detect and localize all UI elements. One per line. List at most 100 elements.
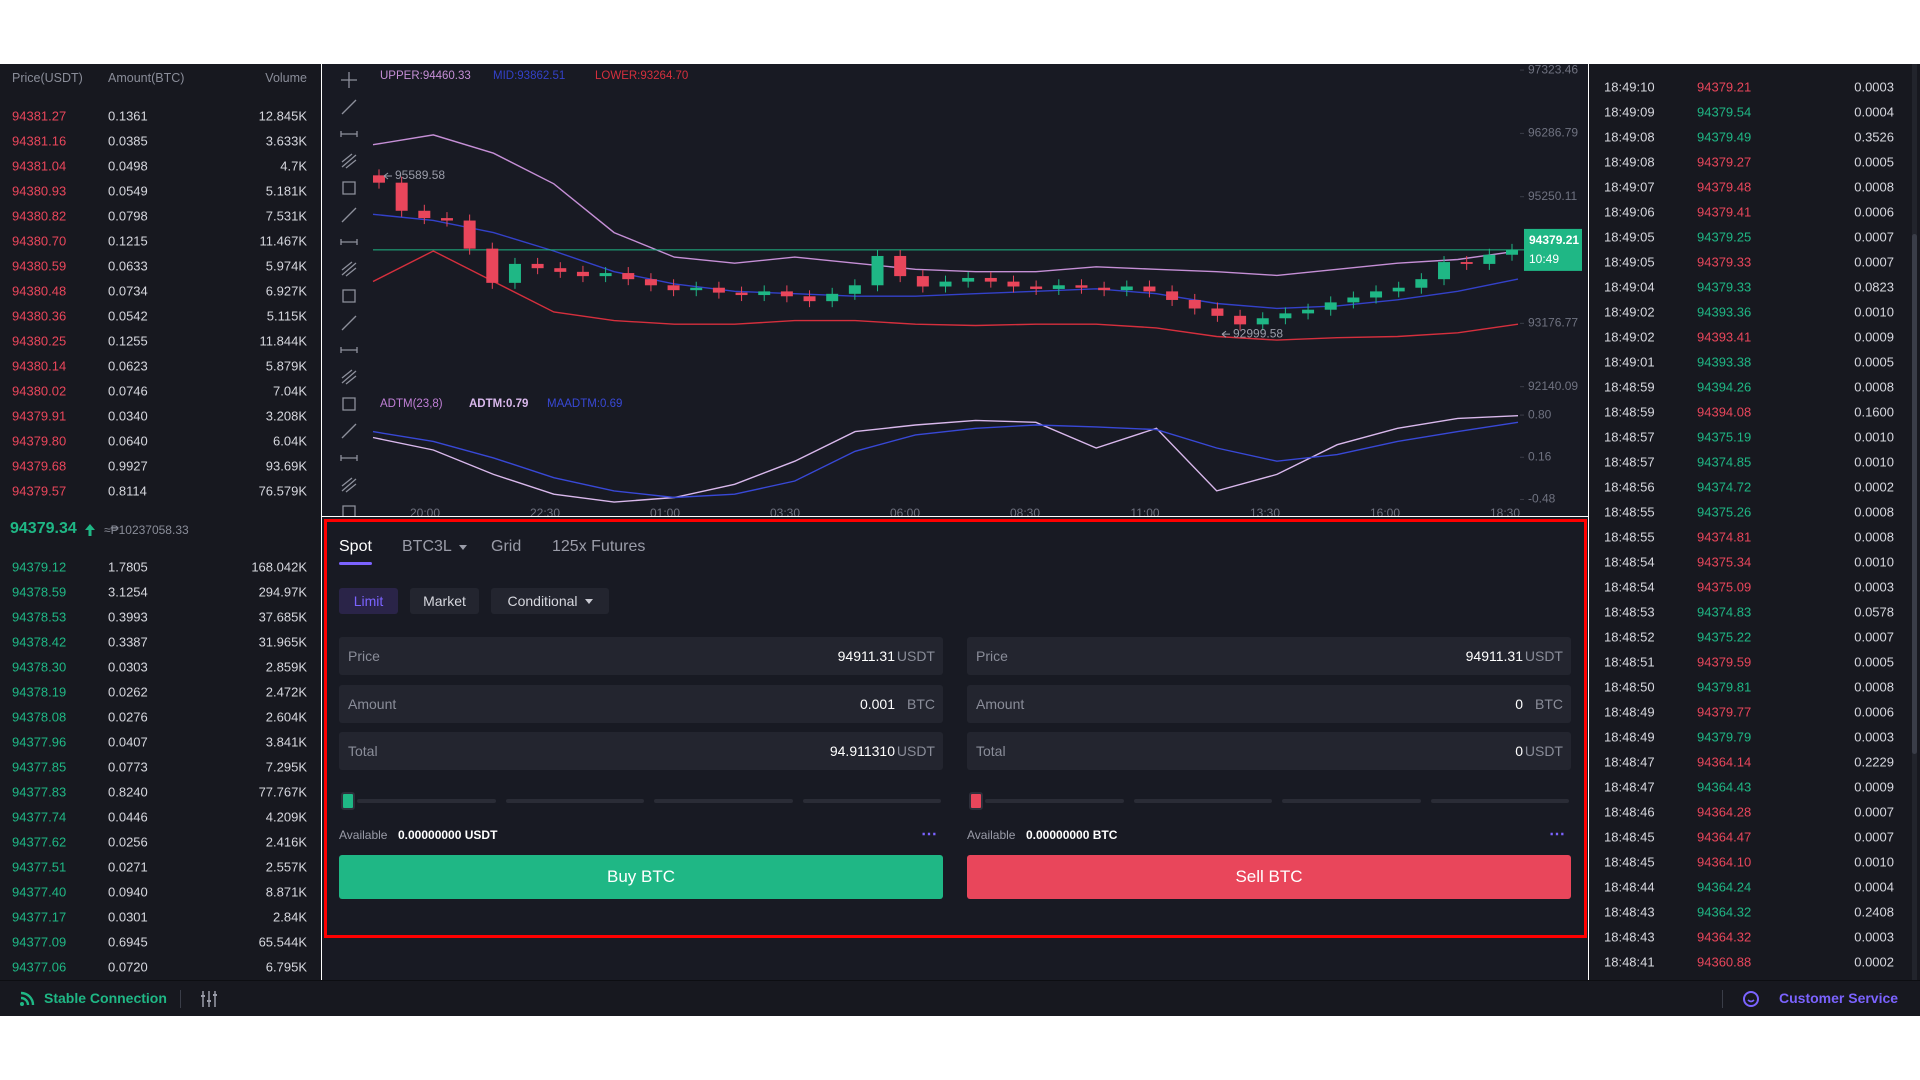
trade-time: 18:48:52 <box>1604 629 1655 645</box>
candle-body <box>984 277 997 282</box>
tab[interactable]: 125x Futures <box>552 538 646 555</box>
order-amount: 0.3993 <box>108 609 148 625</box>
input-field[interactable]: Amount 0.001 BTC <box>339 684 943 723</box>
tool-icon[interactable] <box>341 315 357 331</box>
order-price: 94379.80 <box>12 433 67 449</box>
submit-button[interactable]: Sell BTC <box>967 855 1571 899</box>
tool-icon[interactable] <box>340 239 358 245</box>
order-amount: 0.1361 <box>108 108 148 124</box>
order-volume: 3.633K <box>265 133 307 149</box>
tool-icon[interactable] <box>340 455 358 461</box>
tool-icon[interactable] <box>341 207 357 223</box>
order-price: 94377.09 <box>12 934 67 950</box>
chart-panel: 97323.46 96286.79 95250.11 93176.77 92140.09… <box>322 64 1588 516</box>
input-field[interactable]: Total 94.911310 USDT <box>339 732 943 770</box>
trade-time: 18:49:08 <box>1604 154 1655 170</box>
candle-body <box>1211 308 1224 316</box>
trade-time: 18:49:09 <box>1604 104 1655 120</box>
order-type-label: Limit <box>353 593 384 609</box>
order-volume: 5.879K <box>265 358 307 374</box>
input-field[interactable]: Price 94911.31 USDT <box>339 637 943 675</box>
trade-time: 18:49:02 <box>1604 304 1655 320</box>
tab[interactable]: BTC3L <box>402 538 452 555</box>
slider-track <box>802 799 941 803</box>
slider-track <box>1133 799 1272 803</box>
trade-amount: 0.0009 <box>1854 779 1894 795</box>
submit-button[interactable]: Buy BTC <box>339 855 943 899</box>
input-label: Total <box>976 743 1006 759</box>
order-price: 94377.40 <box>12 884 67 900</box>
y-tick-label: 92140.09 <box>1528 379 1578 393</box>
input-field[interactable]: Total 0 USDT <box>967 732 1571 770</box>
tool-icon[interactable] <box>341 423 357 439</box>
legend-label: ADTM:0.79 <box>469 398 528 410</box>
order-type-button[interactable]: Limit <box>339 588 398 614</box>
trade-price: 94379.54 <box>1697 104 1752 120</box>
tool-icon[interactable] <box>342 397 356 411</box>
tool-icon[interactable] <box>341 153 357 169</box>
more-button[interactable]: ⋯ <box>921 826 938 843</box>
tool-icon[interactable] <box>340 131 358 137</box>
trade-price: 94374.85 <box>1697 454 1752 470</box>
trade-time: 18:49:05 <box>1604 229 1655 245</box>
order-type-button[interactable]: Market <box>410 588 479 614</box>
order-price: 94378.59 <box>12 584 67 600</box>
tool-icon[interactable] <box>341 72 357 88</box>
tool-icon[interactable] <box>341 477 357 493</box>
order-price: 94377.51 <box>12 859 67 875</box>
more-button[interactable]: ⋯ <box>1549 826 1566 843</box>
order-volume: 294.97K <box>258 584 307 600</box>
slider-handle[interactable] <box>341 792 355 810</box>
slider-handle[interactable] <box>969 792 983 810</box>
order-volume: 2.84K <box>273 909 307 925</box>
order-price: 94380.59 <box>12 258 67 274</box>
candle-body <box>531 263 544 269</box>
trade-time: 18:48:57 <box>1604 429 1655 445</box>
candle-body <box>1030 286 1043 289</box>
trade-price: 94379.21 <box>1697 79 1752 95</box>
tool-icon[interactable] <box>341 369 357 385</box>
order-amount: 0.0385 <box>108 133 148 149</box>
tab[interactable]: Spot <box>339 538 372 555</box>
scrollbar <box>1912 64 1917 980</box>
tool-icon[interactable] <box>342 181 356 195</box>
tool-icon[interactable] <box>341 99 357 115</box>
trade-price: 94364.32 <box>1697 904 1752 920</box>
y-tick-label: 96286.79 <box>1528 126 1578 140</box>
caret <box>584 598 593 604</box>
candle-body <box>1392 287 1405 292</box>
legend-label: MID:93862.51 <box>493 70 565 82</box>
tool-icon[interactable] <box>342 505 356 516</box>
candle-body <box>1234 315 1247 325</box>
order-volume: 2.859K <box>265 659 307 675</box>
candle-body <box>1415 279 1428 288</box>
trade-price: 94374.81 <box>1697 529 1752 545</box>
trade-amount: 0.3526 <box>1854 129 1894 145</box>
scrollbar-thumb[interactable] <box>1912 234 1917 754</box>
status-bar: Stable Connection Customer Service <box>0 980 1920 1016</box>
candle-body <box>1052 285 1065 289</box>
trade-amount: 0.0010 <box>1854 429 1894 445</box>
settings-icon[interactable] <box>200 989 218 1009</box>
order-amount: 0.0640 <box>108 433 148 449</box>
order-volume: 2.557K <box>265 859 307 875</box>
tool-glyph <box>342 289 356 303</box>
tool-icon[interactable] <box>340 347 358 353</box>
trade-amount: 0.0007 <box>1854 829 1894 845</box>
tool-icon[interactable] <box>341 261 357 277</box>
trade-amount: 0.0008 <box>1854 379 1894 395</box>
tool-icon[interactable] <box>342 289 356 303</box>
order-price: 94380.02 <box>12 383 67 399</box>
trade-amount: 0.0003 <box>1854 929 1894 945</box>
trade-amount: 0.0008 <box>1854 179 1894 195</box>
order-type-button[interactable]: Conditional <box>491 588 609 614</box>
order-price: 94380.93 <box>12 183 67 199</box>
customer-service[interactable]: Customer Service <box>1779 990 1899 1006</box>
support-icon[interactable] <box>1742 990 1760 1008</box>
input-field[interactable]: Price 94911.31 USDT <box>967 637 1571 675</box>
order-volume: 5.974K <box>265 258 307 274</box>
order-amount: 0.0633 <box>108 258 148 274</box>
input-field[interactable]: Amount 0 BTC <box>967 684 1571 723</box>
trade-amount: 0.0006 <box>1854 204 1894 220</box>
tab[interactable]: Grid <box>491 538 522 555</box>
